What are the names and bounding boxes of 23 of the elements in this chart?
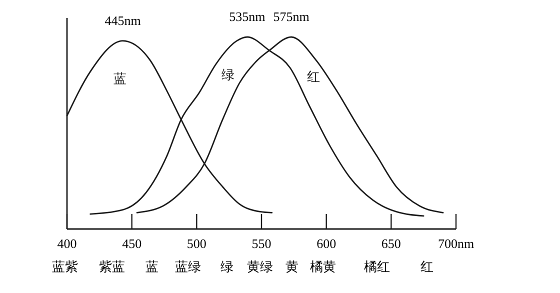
series-label: 红 <box>306 69 320 84</box>
text: 黄 <box>286 259 298 274</box>
x-tick-label: 550 <box>252 236 272 251</box>
x-tick-label: 700nm <box>438 236 474 251</box>
x-tick-label: 500 <box>186 236 206 251</box>
text: 橘红 <box>364 259 390 274</box>
x-tick-label: 400 <box>57 236 77 251</box>
text: 紫蓝 <box>99 259 125 274</box>
text: 橘黄 <box>310 259 336 274</box>
annotation: 575nm <box>273 9 310 24</box>
series-label: 绿 <box>222 67 235 82</box>
x-tick-label: 600 <box>316 236 336 251</box>
text: 红 <box>420 259 434 274</box>
x-tick-label: 450 <box>122 236 142 251</box>
annotation: 445nm <box>104 12 141 28</box>
text: 黄绿 <box>247 259 273 274</box>
annotation: 535nm <box>229 9 266 24</box>
text: 蓝紫 <box>52 259 78 274</box>
text: 绿 <box>220 259 234 274</box>
text: 蓝 <box>146 259 158 274</box>
series-label: 蓝 <box>113 70 126 86</box>
x-tick-label: 650 <box>381 236 401 251</box>
text: 蓝绿 <box>175 259 201 274</box>
